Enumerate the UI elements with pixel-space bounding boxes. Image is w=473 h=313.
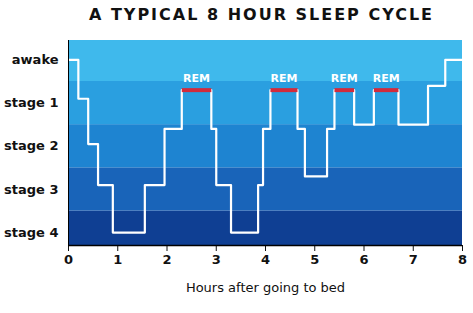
- svg-text:2: 2: [162, 252, 171, 267]
- svg-text:REM: REM: [183, 72, 210, 85]
- svg-text:4: 4: [261, 252, 270, 267]
- svg-text:stage 2: stage 2: [4, 138, 58, 153]
- svg-text:REM: REM: [373, 72, 400, 85]
- svg-text:REM: REM: [271, 72, 298, 85]
- svg-text:3: 3: [212, 252, 221, 267]
- svg-text:5: 5: [310, 252, 319, 267]
- svg-text:stage 4: stage 4: [4, 225, 58, 240]
- svg-text:7: 7: [409, 252, 418, 267]
- svg-text:Hours after going to bed: Hours after going to bed: [186, 280, 345, 295]
- svg-text:REM: REM: [331, 72, 358, 85]
- svg-text:6: 6: [359, 252, 368, 267]
- svg-text:0: 0: [64, 252, 73, 267]
- svg-text:stage 3: stage 3: [4, 182, 58, 197]
- svg-text:stage 1: stage 1: [4, 95, 58, 110]
- html-text:A TYPICAL 8 HOUR SLEEP CYCLE: A TYPICAL 8 HOUR SLEEP CYCLE: [88, 5, 434, 24]
- svg-text:awake: awake: [12, 52, 59, 67]
- svg-text:1: 1: [113, 252, 122, 267]
- svg-text:8: 8: [458, 252, 467, 267]
